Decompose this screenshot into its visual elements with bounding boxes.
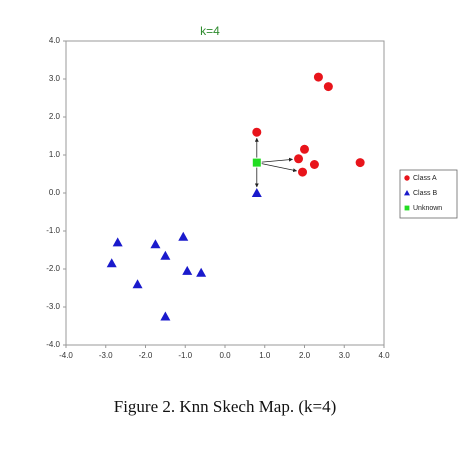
point bbox=[251, 188, 262, 197]
point bbox=[252, 127, 262, 137]
y-tick-label: -2.0 bbox=[46, 264, 60, 273]
legend-marker bbox=[404, 190, 410, 196]
point bbox=[298, 167, 308, 177]
point bbox=[355, 158, 365, 168]
y-tick-label: -4.0 bbox=[46, 340, 60, 349]
y-tick-label: 2.0 bbox=[49, 112, 61, 121]
x-tick-label: 4.0 bbox=[378, 351, 390, 360]
x-tick-label: -4.0 bbox=[59, 351, 73, 360]
chart-title: k=4 bbox=[200, 24, 220, 38]
point bbox=[300, 144, 309, 154]
point bbox=[112, 237, 123, 247]
neighbor-arrow bbox=[261, 157, 293, 163]
legend-label: Class B bbox=[413, 190, 437, 197]
legend-label: Class A bbox=[413, 175, 437, 182]
point bbox=[178, 231, 189, 241]
point bbox=[196, 267, 207, 277]
y-tick-label: 3.0 bbox=[49, 74, 61, 83]
x-tick-label: -1.0 bbox=[178, 351, 192, 360]
y-tick-label: 4.0 bbox=[49, 36, 61, 45]
point bbox=[106, 258, 117, 268]
legend-label: Unknown bbox=[413, 205, 442, 212]
caption: Figure 2. Knn Skech Map. (k=4) bbox=[114, 397, 337, 416]
x-tick-label: -3.0 bbox=[99, 351, 113, 360]
point bbox=[132, 279, 143, 289]
neighbor-arrow bbox=[261, 163, 298, 173]
plot-frame bbox=[65, 40, 385, 346]
point bbox=[323, 82, 333, 92]
point bbox=[309, 160, 319, 169]
legend-marker bbox=[404, 175, 410, 181]
x-tick-label: 0.0 bbox=[219, 351, 231, 360]
x-tick-label: 1.0 bbox=[259, 351, 271, 360]
point bbox=[252, 158, 261, 167]
point bbox=[313, 72, 323, 82]
y-tick-label: 1.0 bbox=[49, 150, 61, 159]
point bbox=[160, 250, 171, 260]
x-tick-label: 3.0 bbox=[339, 351, 351, 360]
point bbox=[182, 265, 193, 275]
y-tick-label: -3.0 bbox=[46, 302, 60, 311]
y-tick-label: 0.0 bbox=[49, 188, 61, 197]
legend-marker bbox=[404, 205, 410, 211]
point bbox=[150, 239, 161, 249]
x-tick-label: 2.0 bbox=[299, 351, 311, 360]
y-tick-label: -1.0 bbox=[46, 226, 60, 235]
point bbox=[294, 154, 304, 164]
point bbox=[160, 311, 171, 321]
x-tick-label: -2.0 bbox=[139, 351, 153, 360]
